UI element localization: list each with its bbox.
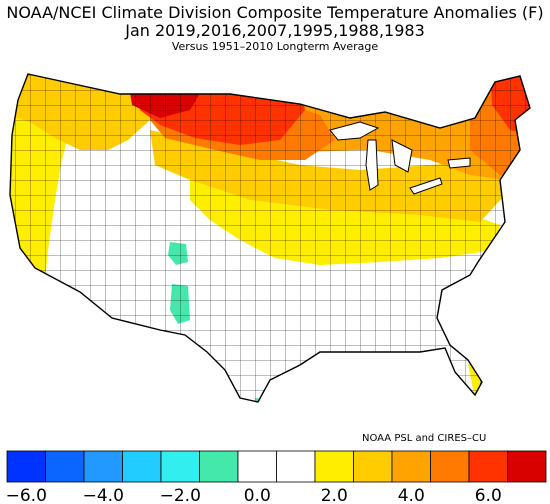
us-outline (9, 73, 531, 403)
colorbar-cells (6, 450, 547, 483)
colorbar-cell-10 (391, 450, 431, 483)
map-subtitle-years: Jan 2019,2016,2007,1995,1988,1983 (125, 21, 425, 40)
great-lakes (329, 121, 471, 195)
colorbar-tick-label: −6.0 (6, 486, 47, 504)
colorbar-cell-13 (507, 450, 547, 483)
colorbar-tick-label: 4.0 (398, 486, 425, 504)
us-climate-division-map (9, 73, 531, 403)
colorbar-tick-label: −2.0 (160, 486, 201, 504)
map-title: NOAA/NCEI Climate Division Composite Tem… (6, 3, 544, 22)
lake-michigan (365, 139, 379, 191)
colorbar-cell-5 (199, 450, 239, 483)
colorbar-tick-label: 0.0 (244, 486, 271, 504)
colorbar-cell-1 (45, 450, 85, 483)
colorbar-cell-0 (6, 450, 46, 483)
credit-label: NOAA PSL and CIRES–CU (362, 433, 487, 444)
lake-superior (329, 121, 380, 141)
colorbar-cell-11 (430, 450, 470, 483)
anomaly-colorbar: −6.0 −4.0 −2.0 0.0 2.0 4.0 6.0 (6, 450, 547, 504)
lake-huron (391, 139, 413, 173)
map-subtitle-baseline: Versus 1951–2010 Longterm Average (171, 40, 379, 53)
anomaly-fill-layer (10, 74, 530, 402)
colorbar-cell-8 (314, 450, 354, 483)
colorbar-tick-label: −4.0 (83, 486, 124, 504)
colorbar-tick-labels: −6.0 −4.0 −2.0 0.0 2.0 4.0 6.0 (6, 486, 502, 504)
colorbar-cell-2 (83, 450, 123, 483)
lake-erie (409, 177, 443, 195)
colorbar-cell-12 (468, 450, 508, 483)
colorbar-cell-9 (353, 450, 393, 483)
colorbar-cell-7 (276, 450, 316, 483)
colorbar-tick-label: 2.0 (321, 486, 348, 504)
colorbar-cell-3 (122, 450, 162, 483)
colorbar-cell-6 (237, 450, 277, 483)
colorbar-cell-4 (160, 450, 200, 483)
colorbar-tick-label: 6.0 (475, 486, 502, 504)
lake-ontario (447, 157, 471, 169)
